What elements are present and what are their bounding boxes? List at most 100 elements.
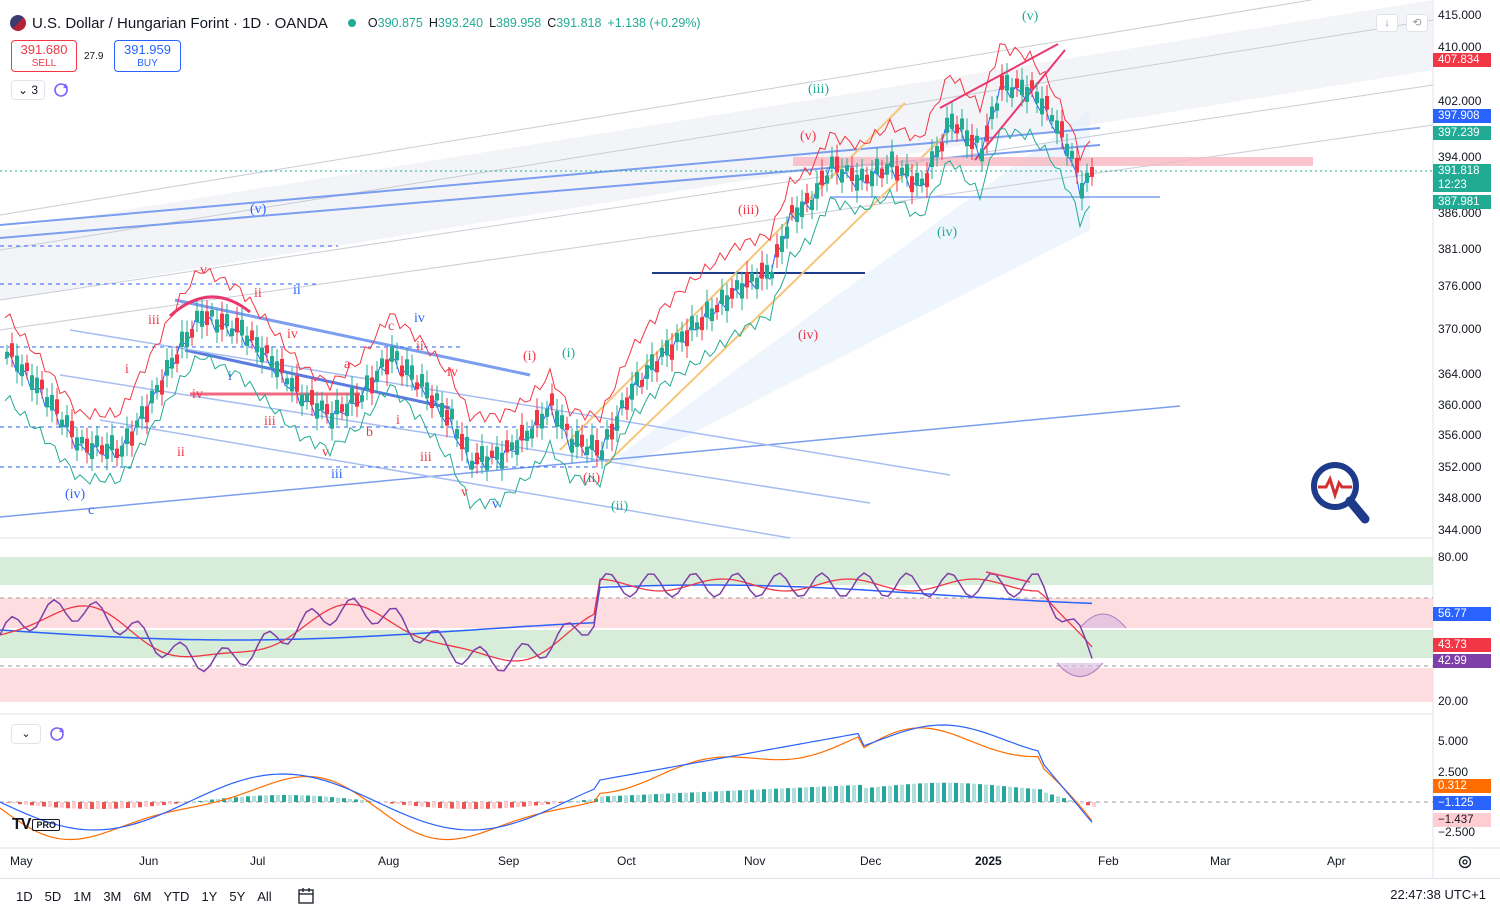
last-price-tag: 391.818 12:23 [1433,164,1491,192]
price-chart-canvas[interactable]: (v) (iii) (v) (iii) (iv) (v) (iv) (i) (i) (ii) (ii… [0,0,1500,878]
macd-histogram-bar [264,795,268,802]
candle-body [995,103,999,111]
macd-histogram-bar [756,789,760,802]
candle-body [155,384,159,393]
range-5d-button[interactable]: 5D [44,888,62,904]
macd-histogram-bar [864,787,868,802]
rsi-ma-line [0,584,1093,641]
macd-histogram-bar [720,791,724,802]
macd-histogram-bar [1032,788,1036,802]
macd-histogram-bar [1092,802,1096,808]
macd-histogram-bar [624,795,628,802]
bar-countdown: 12:23 [1438,179,1467,191]
macd-collapse-button[interactable]: ⌄ [11,724,41,744]
candle-body [930,151,934,168]
tradingview-logo[interactable]: TV PRO [12,816,60,834]
range-all-button[interactable]: All [257,888,272,904]
macd-histogram-bar [552,802,556,804]
candle-body [840,169,844,183]
candle-body [15,355,19,372]
candle-body [585,446,589,456]
macd-histogram-bar [246,796,250,802]
candle-body [225,314,229,327]
macd-histogram-bar [150,802,154,807]
candle-body [1085,172,1089,183]
macd-histogram-bar [600,796,604,802]
time-axis-label: Dec [860,854,882,868]
price-axis-label: 356.000 [1438,428,1482,442]
clock[interactable]: 22:47:38 UTC+1 [1390,887,1486,902]
low-label: L [489,16,497,30]
range-3m-button[interactable]: 3M [103,888,122,904]
macd-histogram-bar [540,802,544,805]
buy-button[interactable]: 391.959 BUY [114,40,181,72]
candle-body [610,423,614,440]
macd-histogram-bar [774,788,778,802]
wave-label: (i) [523,349,537,364]
symbol-title[interactable]: U.S. Dollar / Hungarian Forint · 1D · OA… [32,14,328,32]
macd-histogram-bar [894,785,898,802]
candle-body [855,174,859,191]
candle-body [740,283,744,299]
range-ytd-button[interactable]: YTD [163,888,190,904]
scroll-to-bottom-button[interactable]: ↓ [1376,14,1398,32]
reset-chart-button[interactable]: ⟲ [1406,14,1428,32]
open-value: 390.875 [377,16,423,30]
macd-histogram-bar [1038,789,1042,802]
candle-body [940,142,944,152]
macd-histogram-bar [960,783,964,802]
candle-body [165,359,169,376]
macd-histogram-bar [1044,792,1048,802]
range-1d-button[interactable]: 1D [16,888,33,904]
gear-icon[interactable] [1457,854,1473,870]
sell-button[interactable]: 391.680 SELL [11,40,77,72]
chevron-down-icon: ⌄ [18,83,29,97]
macd-histogram-bar [912,783,916,802]
indicators-toggle-button[interactable]: ⌄ 3 [11,80,46,100]
price-axis-label: 370.000 [1438,322,1482,336]
trendline [0,127,1101,226]
macd-histogram-bar [240,796,244,802]
macd-axis-2-5: 2.500 [1438,765,1469,779]
range-1m-button[interactable]: 1M [73,888,92,904]
high-value: 393.240 [437,16,484,30]
macd-histogram-bar [708,791,712,802]
candle-body [440,403,444,418]
lower-band [4,127,1091,510]
macd-histogram-bar [1026,788,1030,802]
wave-label: v [200,263,207,278]
macd-histogram-bar [84,802,88,809]
candle-body [460,433,464,450]
time-axis-label: Mar [1210,854,1231,868]
refresh-icon[interactable] [52,81,70,99]
macd-histogram-bar [96,802,100,809]
candle-body [920,178,924,186]
chart-area[interactable]: (v) (iii) (v) (iii) (iv) (v) (iv) (i) (i) (ii) (ii… [0,0,1500,878]
candle-body [830,156,834,169]
range-5y-button[interactable]: 5Y [229,888,246,904]
candle-body [600,450,604,460]
macd-histogram-bar [678,792,682,802]
range-6m-button[interactable]: 6M [133,888,152,904]
macd-histogram-bar [630,795,634,802]
candle-body [985,125,989,142]
candle-body [510,442,514,451]
candle-body [670,344,674,360]
macd-histogram-bar [636,794,640,802]
macd-axis-neg-2-5: −2.500 [1438,825,1476,839]
macd-histogram-bar [612,795,616,802]
macd-histogram-bar [1020,787,1024,802]
macd-histogram-bar [354,799,358,802]
candle-body [310,390,314,405]
candle-body [990,106,994,120]
candle-body [695,322,699,330]
macd-histogram-bar [276,795,280,802]
candle-body [265,345,269,354]
calendar-icon[interactable] [296,886,318,906]
arc-mark [168,295,251,318]
candle-body [300,394,304,407]
macd-histogram-bar [138,802,142,808]
candle-body [215,319,219,333]
refresh-icon[interactable] [48,725,66,743]
range-1y-button[interactable]: 1Y [201,888,218,904]
